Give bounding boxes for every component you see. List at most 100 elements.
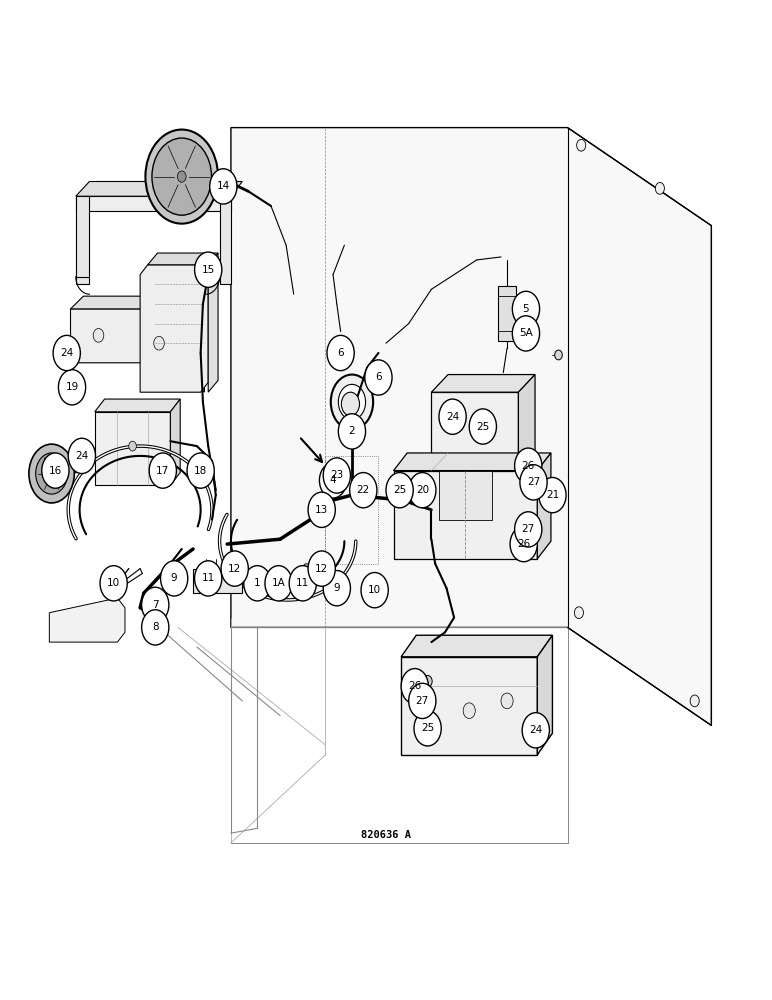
Text: 24: 24	[60, 348, 73, 358]
Circle shape	[210, 169, 237, 204]
Circle shape	[484, 427, 492, 436]
Circle shape	[408, 683, 436, 719]
Polygon shape	[171, 399, 180, 485]
Text: 2: 2	[349, 426, 355, 436]
Circle shape	[141, 610, 169, 645]
Circle shape	[415, 675, 425, 687]
Circle shape	[341, 392, 360, 416]
Circle shape	[322, 564, 329, 574]
Circle shape	[152, 138, 212, 215]
Text: 18: 18	[194, 466, 207, 476]
Text: 9: 9	[171, 573, 178, 583]
Polygon shape	[519, 375, 535, 471]
Polygon shape	[394, 453, 551, 471]
Circle shape	[323, 571, 350, 606]
Polygon shape	[401, 657, 537, 755]
Circle shape	[49, 471, 54, 476]
Text: 25: 25	[421, 723, 434, 733]
Polygon shape	[498, 286, 516, 341]
Circle shape	[187, 453, 215, 488]
Circle shape	[303, 564, 310, 574]
Text: 26: 26	[517, 539, 530, 549]
Text: 5: 5	[523, 304, 530, 314]
Circle shape	[129, 441, 137, 451]
Text: 27: 27	[415, 696, 429, 706]
Circle shape	[539, 477, 566, 513]
Text: 26: 26	[522, 461, 535, 471]
Text: 11: 11	[296, 578, 310, 588]
Text: 1A: 1A	[272, 578, 286, 588]
Polygon shape	[70, 309, 205, 392]
Polygon shape	[95, 412, 171, 485]
Polygon shape	[95, 399, 180, 412]
Text: 8: 8	[152, 622, 158, 632]
Text: 21: 21	[546, 490, 559, 500]
Circle shape	[655, 182, 665, 194]
Circle shape	[338, 384, 366, 420]
Circle shape	[515, 448, 542, 483]
Circle shape	[265, 566, 292, 601]
Text: 23: 23	[330, 471, 344, 481]
Circle shape	[547, 483, 556, 495]
Polygon shape	[432, 392, 519, 471]
Polygon shape	[394, 471, 537, 559]
Circle shape	[401, 669, 428, 704]
Circle shape	[523, 454, 533, 468]
Circle shape	[338, 414, 366, 449]
Circle shape	[463, 703, 476, 719]
Circle shape	[365, 360, 392, 395]
Polygon shape	[208, 253, 218, 392]
Circle shape	[522, 713, 550, 748]
Text: 22: 22	[357, 485, 370, 495]
Text: 12: 12	[228, 564, 242, 574]
Circle shape	[408, 473, 436, 508]
Text: 6: 6	[375, 372, 381, 382]
Circle shape	[515, 512, 542, 547]
Text: 11: 11	[201, 573, 215, 583]
Circle shape	[290, 566, 317, 601]
Circle shape	[524, 537, 535, 551]
Circle shape	[141, 587, 169, 622]
Polygon shape	[76, 182, 242, 196]
Text: 14: 14	[217, 181, 230, 191]
Text: 15: 15	[201, 265, 215, 275]
Circle shape	[178, 171, 186, 182]
Text: 20: 20	[416, 485, 429, 495]
Circle shape	[439, 399, 466, 434]
Text: 5A: 5A	[519, 328, 533, 338]
Circle shape	[308, 492, 335, 527]
Circle shape	[221, 551, 249, 586]
Circle shape	[350, 473, 377, 508]
Text: 25: 25	[476, 422, 489, 432]
Text: 10: 10	[107, 578, 120, 588]
Text: 24: 24	[75, 451, 89, 461]
Polygon shape	[432, 375, 535, 392]
Circle shape	[244, 566, 271, 601]
Circle shape	[42, 453, 69, 488]
Circle shape	[93, 328, 103, 342]
Circle shape	[690, 695, 699, 707]
Polygon shape	[147, 253, 218, 265]
Circle shape	[501, 693, 513, 709]
Circle shape	[386, 473, 413, 508]
Circle shape	[154, 336, 164, 350]
Circle shape	[29, 444, 74, 503]
Text: 6: 6	[337, 348, 344, 358]
Circle shape	[520, 465, 547, 500]
Circle shape	[577, 139, 586, 151]
Text: 27: 27	[527, 477, 540, 487]
Text: 820636 A: 820636 A	[361, 830, 411, 840]
Text: 9: 9	[334, 583, 340, 593]
Circle shape	[145, 130, 218, 224]
Polygon shape	[401, 635, 553, 657]
Polygon shape	[76, 196, 231, 211]
Polygon shape	[537, 453, 551, 559]
Text: 25: 25	[393, 485, 406, 495]
Text: 24: 24	[446, 412, 459, 422]
Circle shape	[510, 526, 537, 562]
Circle shape	[330, 375, 373, 429]
Circle shape	[36, 453, 67, 494]
Polygon shape	[141, 265, 208, 392]
Text: 16: 16	[49, 466, 62, 476]
Polygon shape	[70, 296, 195, 309]
